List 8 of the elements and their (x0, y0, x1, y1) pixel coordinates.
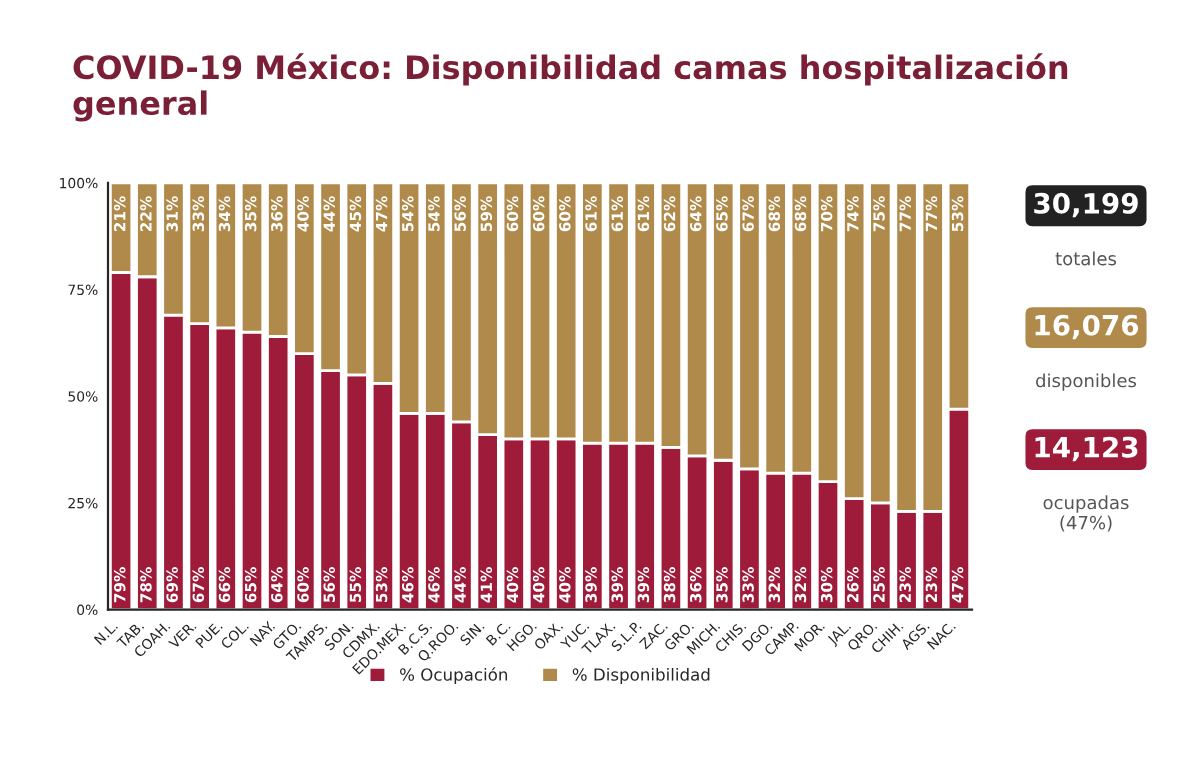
text: ocupadas (47%) (1043, 495, 1129, 532)
text: 14,123 (1035, 436, 1138, 462)
text: totales (1055, 251, 1117, 266)
legend-label: % Disponibilidad (572, 667, 710, 685)
chart-title: COVID-19 México: Disponibilidad camas hospitalización general (73, 53, 1068, 122)
text: disponibles (1036, 373, 1137, 391)
text: 30,199 (1034, 192, 1138, 218)
text: 16,076 (1035, 314, 1139, 340)
